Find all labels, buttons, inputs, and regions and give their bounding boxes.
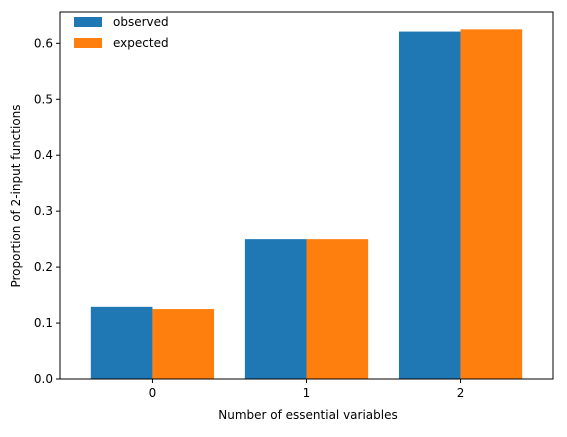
- legend-label-observed: observed: [113, 15, 169, 29]
- x-tick-label: 2: [457, 386, 465, 400]
- x-tick-label: 0: [149, 386, 157, 400]
- y-tick-label: 0.4: [34, 148, 53, 162]
- y-tick-label: 0.6: [34, 36, 53, 50]
- y-tick-label: 0.2: [34, 260, 53, 274]
- bar-observed-0: [90, 306, 153, 379]
- bar-expected-0: [152, 309, 215, 379]
- legend-label-expected: expected: [113, 36, 169, 50]
- legend-swatch-expected: [74, 38, 102, 48]
- y-tick-label: 0.3: [34, 204, 53, 218]
- y-axis-title: Proportion of 2-input functions: [9, 104, 23, 287]
- x-axis-title: Number of essential variables: [218, 408, 397, 422]
- bars-layer: [90, 29, 523, 380]
- bar-observed-1: [244, 239, 307, 379]
- y-tick-label: 0.0: [34, 372, 53, 386]
- y-tick-label: 0.5: [34, 92, 53, 106]
- bar-expected-1: [306, 239, 369, 379]
- ticks-layer: 0.0 0.1 0.2 0.3 0.4 0.5 0.6 0 1 2: [34, 36, 464, 400]
- y-tick-label: 0.1: [34, 316, 53, 330]
- bar-observed-2: [398, 31, 461, 380]
- bar-expected-2: [460, 29, 523, 380]
- x-tick-label: 1: [303, 386, 311, 400]
- legend-swatch-observed: [74, 17, 102, 27]
- legend: observed expected: [74, 15, 169, 50]
